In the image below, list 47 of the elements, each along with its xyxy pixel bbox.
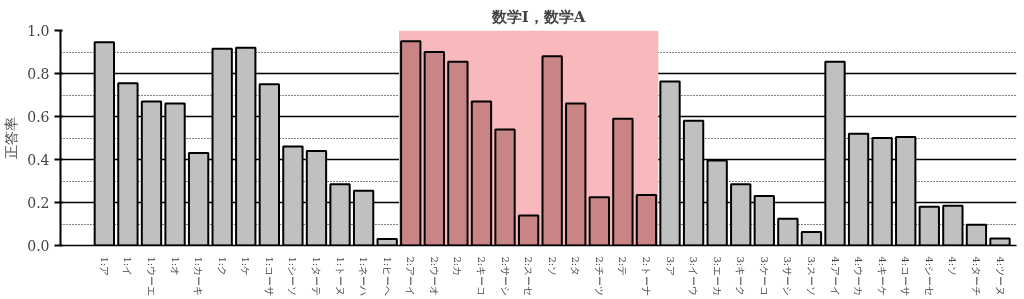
x-tick-label: 2:ソ [546,256,558,277]
y-tick-label: 0.6 [27,109,50,125]
x-tick-label: 1:イ [122,256,134,277]
x-tick-label: 3:イーウ [688,256,700,297]
x-tick-label: 1:シーソ [287,256,299,297]
x-tick-label: 3:ケーコ [758,256,770,297]
x-tick-label: 1:ア [98,256,110,277]
x-tick-label: 4:シーセ [923,256,935,297]
x-tick-label: 4:ソ [947,256,959,277]
y-tick-label: 0.2 [27,195,50,211]
x-tick-label: 3:キーク [735,256,747,297]
x-tick-label: 2:キーコ [475,256,487,297]
x-tick-label: 1:ターテ [310,256,322,297]
x-tick-label: 4:アーイ [829,256,841,297]
x-tick-label: 2:サーシ [499,256,511,297]
x-tick-label: 4:ツーヌ [994,256,1006,297]
x-tick-label: 1:ネーハ [358,256,370,297]
x-tick-label: 4:キーケ [876,256,888,297]
x-tick-label: 3:エーカ [711,256,723,297]
chart-title: 数学I，数学A [490,7,586,26]
x-tick-label: 2:アーイ [405,256,417,297]
x-tick-label: 2:テ [617,256,629,277]
x-tick-label: 2:ウーオ [428,256,440,297]
x-tick-label: 2:タ [570,256,582,277]
y-tick-label: 0.8 [27,66,50,82]
x-tick-label: 1:トーヌ [334,256,346,297]
x-tick-label: 2:スーセ [523,256,535,297]
y-tick-label: 0.0 [27,238,50,254]
x-tick-label: 1:ケ [240,256,252,277]
x-tick-label: 1:ウーエ [145,256,157,297]
x-tick-label: 2:カ [452,256,464,277]
x-tick-label: 2:チーツ [593,256,605,297]
x-tick-label: 4:ウーカ [853,256,865,297]
x-tick-label: 4:ターチ [970,256,982,297]
y-tick-label: 1.0 [27,23,50,39]
x-tick-label: 3:サーシ [782,256,794,297]
x-tick-label: 1:ヒーヘ [381,256,393,297]
x-tick-label: 1:コーサ [263,256,275,297]
y-axis-title: 正答率 [3,117,20,159]
x-tick-label: 1:カーキ [193,256,205,297]
x-tick-label: 2:トーナ [640,256,652,297]
x-tick-label: 3:スーソ [805,256,817,297]
y-tick-label: 0.4 [27,152,50,168]
x-tick-label: 1:ク [216,256,228,277]
x-tick-label: 4:コーサ [900,256,912,297]
x-tick-label: 1:オ [169,256,181,277]
x-tick-label: 3:ア [664,256,676,277]
